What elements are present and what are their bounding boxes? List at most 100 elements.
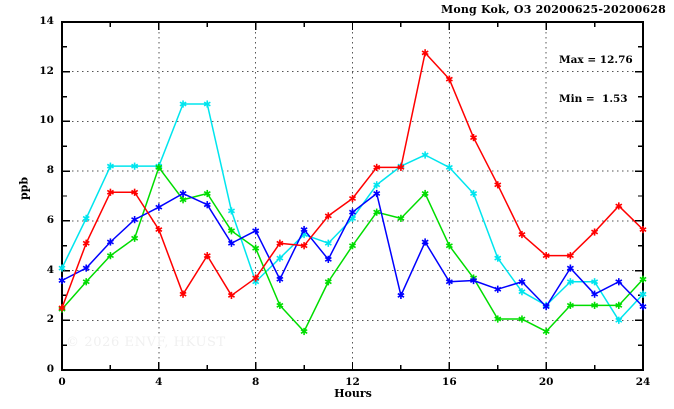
x-tick-label: 20 bbox=[538, 376, 554, 388]
data-point-marker bbox=[615, 278, 623, 286]
series-blue bbox=[58, 189, 647, 311]
min-value-label: Min = 1.53 bbox=[559, 93, 628, 105]
data-point-marker bbox=[591, 228, 599, 236]
y-tick-label: 8 bbox=[46, 164, 54, 177]
data-point-marker bbox=[131, 162, 139, 170]
data-point-marker bbox=[470, 133, 478, 142]
series-green bbox=[58, 163, 647, 336]
data-point-marker bbox=[131, 188, 139, 196]
data-point-marker bbox=[203, 252, 211, 260]
y-tick-label: 14 bbox=[39, 15, 54, 27]
data-point-marker bbox=[373, 208, 381, 216]
data-point-marker bbox=[131, 216, 139, 224]
x-tick-label: 4 bbox=[155, 376, 163, 388]
data-point-marker bbox=[542, 303, 550, 311]
data-point-marker bbox=[276, 239, 284, 247]
data-point-marker bbox=[470, 276, 478, 285]
data-point-marker bbox=[300, 242, 308, 250]
data-point-marker bbox=[494, 285, 502, 293]
data-point-marker bbox=[276, 301, 284, 309]
data-point-marker bbox=[227, 291, 235, 300]
stats-annotation: Max = 12.76 Min = 1.53 bbox=[559, 28, 633, 132]
data-point-marker bbox=[542, 252, 550, 260]
data-point-marker bbox=[348, 242, 357, 250]
data-point-marker bbox=[615, 316, 623, 324]
y-tick-label: 6 bbox=[46, 213, 54, 226]
data-point-marker bbox=[203, 201, 211, 209]
x-tick-label: 12 bbox=[345, 376, 360, 388]
data-point-marker bbox=[445, 75, 453, 83]
data-point-marker bbox=[324, 278, 332, 286]
data-point-marker bbox=[276, 254, 284, 262]
data-point-marker bbox=[324, 239, 332, 247]
data-point-marker bbox=[106, 252, 114, 260]
data-point-marker bbox=[179, 196, 187, 204]
data-point-marker bbox=[421, 49, 429, 57]
chart-title: Mong Kok, O3 20200625-20200628 bbox=[440, 3, 666, 16]
data-point-marker bbox=[227, 239, 235, 247]
y-tick-label: 2 bbox=[46, 313, 54, 326]
data-point-marker bbox=[155, 163, 163, 172]
data-point-marker bbox=[373, 163, 381, 172]
data-point-marker bbox=[445, 242, 453, 250]
data-point-marker bbox=[615, 301, 623, 309]
y-tick-label: 12 bbox=[39, 64, 54, 77]
data-point-marker bbox=[58, 304, 66, 312]
data-point-marker bbox=[82, 278, 90, 286]
data-point-marker bbox=[82, 264, 90, 272]
data-point-marker bbox=[106, 162, 114, 170]
x-axis-label: Hours bbox=[334, 387, 372, 400]
data-point-marker bbox=[421, 238, 429, 246]
data-point-marker bbox=[421, 151, 429, 159]
data-point-marker bbox=[348, 208, 357, 216]
data-point-marker bbox=[470, 189, 478, 198]
data-point-marker bbox=[155, 225, 163, 234]
y-tick-label: 0 bbox=[46, 363, 54, 375]
data-point-marker bbox=[300, 327, 308, 336]
data-point-marker bbox=[494, 181, 502, 189]
data-point-marker bbox=[155, 203, 163, 211]
data-point-marker bbox=[227, 207, 235, 215]
x-tick-label: 8 bbox=[252, 376, 260, 388]
data-point-marker bbox=[276, 275, 284, 283]
data-point-marker bbox=[179, 189, 187, 198]
data-point-marker bbox=[300, 225, 308, 234]
data-point-marker bbox=[203, 100, 211, 108]
data-point-marker bbox=[106, 188, 114, 196]
data-point-marker bbox=[566, 278, 574, 286]
data-point-marker bbox=[639, 290, 647, 298]
series-red bbox=[58, 49, 647, 312]
data-point-marker bbox=[591, 290, 599, 298]
x-tick-label: 0 bbox=[58, 376, 66, 388]
data-point-marker bbox=[82, 239, 90, 247]
data-point-marker bbox=[324, 255, 332, 263]
max-value-label: Max = 12.76 bbox=[559, 54, 633, 66]
data-point-marker bbox=[542, 327, 550, 336]
data-point-marker bbox=[348, 194, 357, 203]
data-point-marker bbox=[179, 290, 187, 298]
data-point-marker bbox=[203, 189, 211, 198]
x-tick-label: 16 bbox=[442, 376, 457, 388]
data-point-marker bbox=[494, 254, 502, 262]
data-point-marker bbox=[82, 214, 90, 222]
data-point-marker bbox=[445, 278, 453, 286]
data-point-marker bbox=[518, 288, 526, 296]
data-point-marker bbox=[227, 227, 235, 235]
data-point-marker bbox=[518, 278, 526, 286]
x-tick-label: 24 bbox=[635, 376, 651, 388]
data-point-marker bbox=[518, 230, 526, 239]
data-point-marker bbox=[397, 291, 405, 300]
data-point-marker bbox=[639, 225, 647, 234]
data-point-marker bbox=[615, 202, 623, 210]
data-point-marker bbox=[639, 275, 647, 283]
data-point-marker bbox=[252, 244, 260, 252]
y-tick-label: 4 bbox=[46, 263, 54, 276]
data-point-marker bbox=[639, 303, 647, 311]
data-point-marker bbox=[518, 315, 526, 323]
data-point-marker bbox=[324, 212, 332, 220]
data-point-marker bbox=[179, 100, 187, 108]
data-point-marker bbox=[373, 181, 381, 189]
data-point-marker bbox=[373, 189, 381, 198]
